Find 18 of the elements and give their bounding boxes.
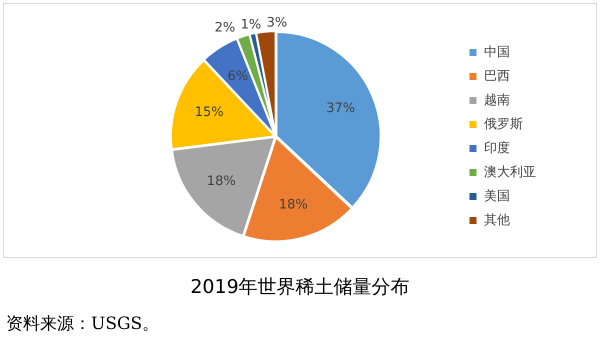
data-label: 15% [194,104,224,120]
data-label: 3% [266,15,288,30]
data-label: 2% [214,20,236,36]
legend-label: 俄罗斯 [484,116,523,132]
legend-label: 巴西 [484,68,510,84]
legend-label: 中国 [484,44,510,60]
data-label: 1% [240,18,262,33]
text: 资料来源：USGS。 [6,313,160,335]
legend-label: 印度 [484,140,510,156]
legend-label: 美国 [484,188,510,204]
data-label: 18% [278,197,308,212]
legend-label: 越南 [484,92,510,108]
legend-label: 澳大利亚 [484,164,536,180]
data-label: 6% [228,69,248,84]
data-label: 37% [326,100,356,116]
data-label: 18% [206,174,236,189]
legend-label: 其他 [484,212,510,228]
text: 2019年世界稀土储量分布 [189,275,411,300]
